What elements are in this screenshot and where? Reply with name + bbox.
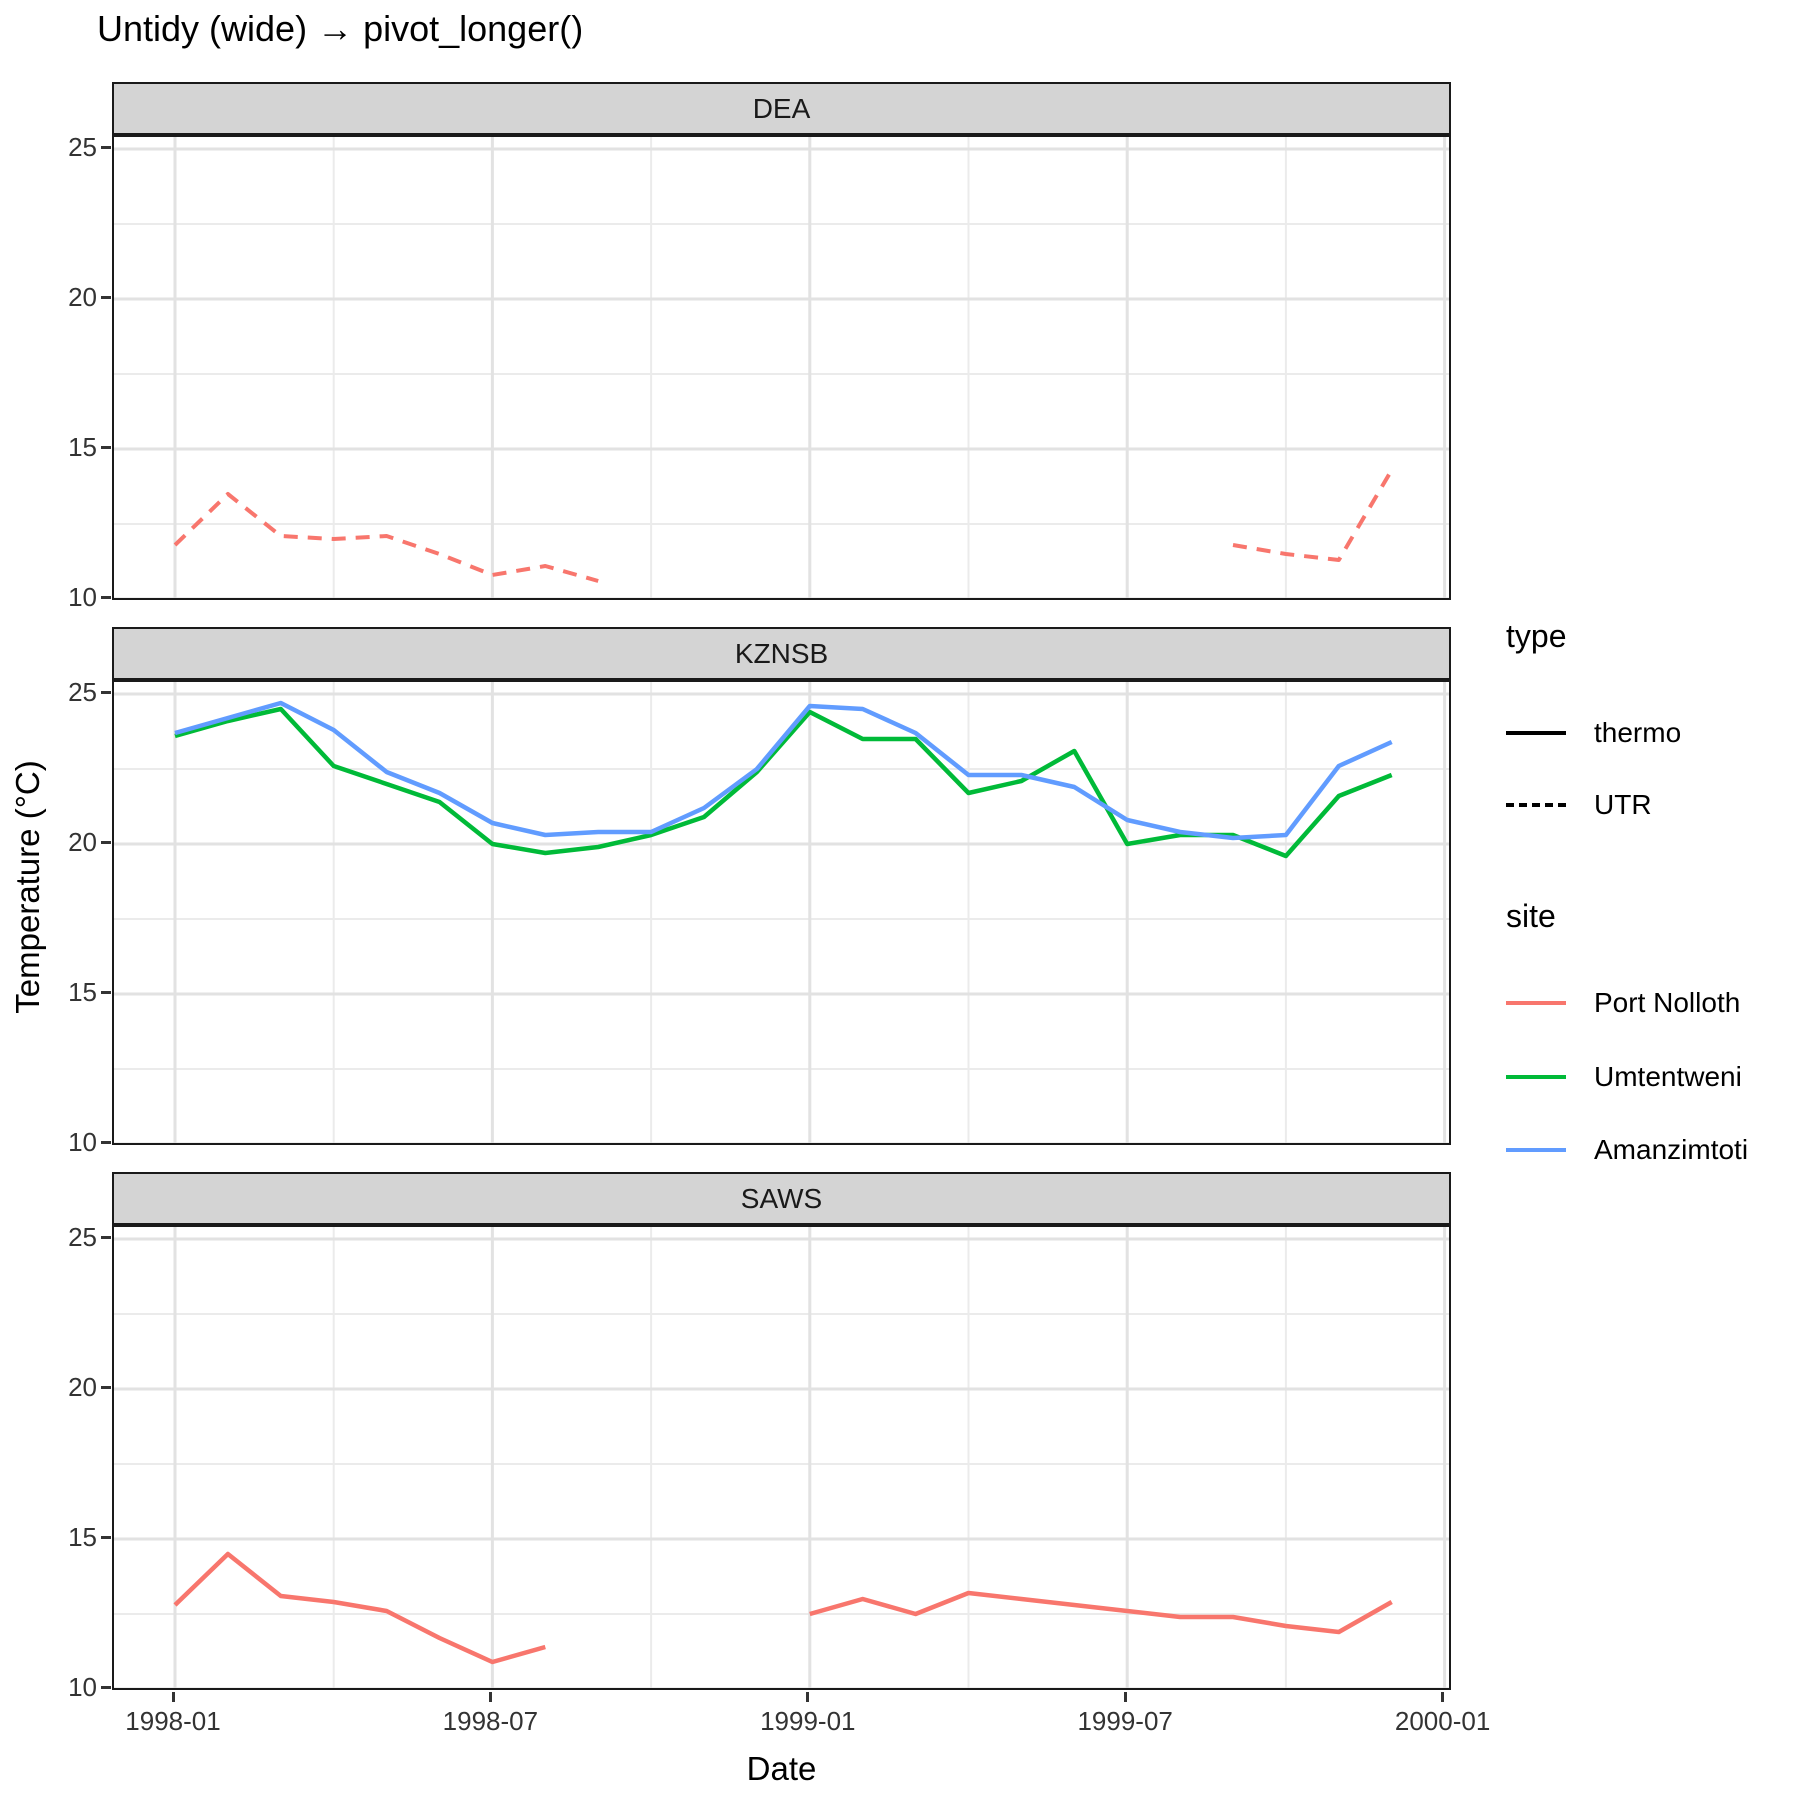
legend-item-utr: UTR bbox=[1506, 785, 1652, 825]
y-axis-tick-mark bbox=[101, 595, 111, 599]
legend-item-label: Port Nolloth bbox=[1594, 987, 1741, 1018]
y-axis-tick-label: 25 bbox=[68, 132, 97, 162]
series-line-port-nolloth-thermo bbox=[809, 1590, 1393, 1635]
facet-strip-label: SAWS bbox=[740, 1182, 823, 1214]
y-axis-tick-mark bbox=[101, 1685, 111, 1689]
x-axis-tick-label: 2000-01 bbox=[1394, 1706, 1491, 1736]
legend-item-amanzimtoti: Amanzimtoti bbox=[1506, 1130, 1748, 1170]
kznsb-chart-canvas bbox=[114, 682, 1449, 1143]
facet-strip-label: DEA bbox=[752, 92, 811, 124]
legend-type-title: type bbox=[1506, 618, 1567, 654]
legend-item-label: UTR bbox=[1594, 789, 1652, 820]
y-axis-tick-label: 15 bbox=[68, 1522, 97, 1552]
x-axis-tick-mark bbox=[806, 1692, 810, 1702]
x-axis-tick-label: 1998-07 bbox=[442, 1706, 539, 1736]
amanzimtoti-line-key-icon bbox=[1506, 1148, 1566, 1152]
legend-site-title: site bbox=[1506, 898, 1556, 934]
facet-strip-kznsb: KZNSB bbox=[112, 627, 1451, 680]
facet-panel-kznsb bbox=[112, 680, 1451, 1145]
y-axis-tick-label: 20 bbox=[68, 1372, 97, 1402]
utr-dashed-line-key-icon bbox=[1506, 803, 1566, 807]
y-axis-tick-label: 10 bbox=[68, 582, 97, 612]
port-nolloth-line-key-icon bbox=[1506, 1001, 1566, 1005]
x-axis-tick-mark bbox=[171, 1692, 175, 1702]
y-axis-tick-mark bbox=[101, 295, 111, 299]
series-line-amanzimtoti-thermo bbox=[174, 700, 1393, 841]
y-axis-tick-label: 20 bbox=[68, 827, 97, 857]
series-line-port-nolloth-thermo bbox=[173, 1551, 546, 1665]
legend-item-label: Amanzimtoti bbox=[1594, 1134, 1749, 1165]
legend-item-label: Umtentweni bbox=[1594, 1061, 1742, 1092]
legend-item-port-nolloth: Port Nolloth bbox=[1506, 983, 1740, 1023]
y-axis-tick-label: 15 bbox=[68, 432, 97, 462]
series-line-port-nolloth-utr bbox=[1232, 468, 1394, 562]
legend-item-label: thermo bbox=[1594, 717, 1682, 748]
facet-panel-dea bbox=[112, 135, 1451, 600]
y-axis-tick-mark bbox=[101, 445, 111, 449]
series-line-port-nolloth-utr bbox=[173, 492, 599, 583]
legend-item-umtentweni: Umtentweni bbox=[1506, 1057, 1742, 1097]
thermo-solid-line-key-icon bbox=[1506, 731, 1566, 735]
legend-item-thermo: thermo bbox=[1506, 713, 1681, 753]
y-axis-tick-label: 25 bbox=[68, 677, 97, 707]
x-axis-tick-label: 1998-01 bbox=[125, 1706, 221, 1736]
y-axis-tick-label: 15 bbox=[68, 977, 97, 1007]
plot-title: Untidy (wide) → pivot_longer() bbox=[97, 8, 584, 49]
y-axis-tick-mark bbox=[101, 840, 111, 844]
x-axis-title: Date bbox=[746, 1750, 817, 1787]
y-axis-tick-mark bbox=[101, 990, 111, 994]
y-axis-tick-mark bbox=[101, 145, 111, 149]
y-axis-tick-label: 10 bbox=[68, 1127, 97, 1157]
umtentweni-line-key-icon bbox=[1506, 1075, 1566, 1079]
facet-panel-saws bbox=[112, 1225, 1451, 1690]
facet-strip-saws: SAWS bbox=[112, 1172, 1451, 1225]
y-axis-tick-mark bbox=[101, 1140, 111, 1144]
x-axis-tick-mark bbox=[1123, 1692, 1127, 1702]
x-axis-tick-mark bbox=[488, 1692, 492, 1702]
y-axis-tick-mark bbox=[101, 1235, 111, 1239]
x-axis-tick-mark bbox=[1441, 1692, 1445, 1702]
y-axis-tick-label: 10 bbox=[68, 1672, 97, 1702]
saws-chart-canvas bbox=[114, 1227, 1449, 1688]
dea-chart-canvas bbox=[114, 137, 1449, 598]
y-axis-tick-mark bbox=[101, 1385, 111, 1389]
facet-strip-dea: DEA bbox=[112, 82, 1451, 135]
facet-strip-label: KZNSB bbox=[734, 637, 829, 669]
x-axis-tick-label: 1999-07 bbox=[1077, 1706, 1173, 1736]
y-axis-tick-label: 25 bbox=[68, 1222, 97, 1252]
y-axis-tick-mark bbox=[101, 690, 111, 694]
y-axis-tick-label: 20 bbox=[68, 282, 97, 312]
x-axis-tick-label: 1999-01 bbox=[760, 1706, 856, 1736]
y-axis-tick-mark bbox=[101, 1535, 111, 1539]
